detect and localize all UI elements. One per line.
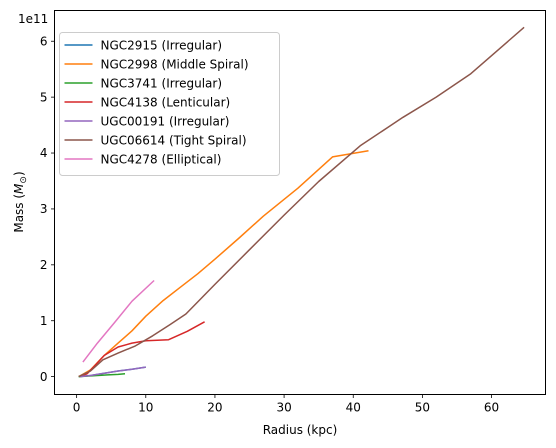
- legend-box: [59, 32, 280, 176]
- series-line-5: [78, 26, 525, 378]
- y-tick-label-1: 1: [40, 314, 48, 328]
- plot-series: [78, 26, 525, 378]
- legend-label-2: NGC3741 (Irregular): [101, 76, 223, 90]
- legend-label-6: NGC4278 (Elliptical): [101, 152, 222, 166]
- series-line-6: [82, 279, 155, 363]
- y-tick-label-5: 5: [40, 90, 48, 104]
- y-axis-label-subscript: ⊙: [19, 176, 29, 184]
- y-tick-label-3: 3: [40, 202, 48, 216]
- x-axis-label: Radius (kpc): [263, 423, 338, 437]
- legend-label-1: NGC2998 (Middle Spiral): [101, 57, 249, 71]
- y-tick-label-0: 0: [40, 370, 48, 384]
- x-tick-label-4: 40: [346, 401, 361, 415]
- y-axis-label-main: Mass (: [12, 194, 26, 233]
- x-tick-label-3: 30: [276, 401, 291, 415]
- offset-text: 1e11: [18, 12, 48, 26]
- legend-label-4: UGC00191 (Irregular): [101, 114, 230, 128]
- x-tick-label-5: 50: [415, 401, 430, 415]
- legend: NGC2915 (Irregular) NGC2998 (Middle Spira…: [59, 32, 280, 176]
- legend-label-3: NGC4138 (Lenticular): [101, 95, 231, 109]
- series-line-4: [80, 366, 146, 378]
- y-axis: 0 1 2 3 4 5 6: [40, 34, 55, 384]
- y-tick-label-6: 6: [40, 34, 48, 48]
- plot-frame: [54, 10, 546, 395]
- x-tick-label-2: 20: [207, 401, 222, 415]
- x-tick-label-6: 60: [484, 401, 499, 415]
- y-tick-label-2: 2: [40, 258, 48, 272]
- y-axis-label: Mass (M⊙): [12, 171, 29, 232]
- series-line-1: [78, 150, 369, 378]
- y-axis-label-symbol: M: [12, 183, 26, 194]
- x-tick-label-0: 0: [73, 401, 81, 415]
- x-axis: 0 10 20 30 40 50 60: [73, 394, 499, 415]
- y-tick-label-4: 4: [40, 146, 48, 160]
- x-tick-label-1: 10: [138, 401, 153, 415]
- y-axis-label-close: ): [12, 171, 26, 176]
- legend-label-5: UGC06614 (Tight Spiral): [101, 133, 247, 147]
- legend-label-0: NGC2915 (Irregular): [101, 38, 223, 52]
